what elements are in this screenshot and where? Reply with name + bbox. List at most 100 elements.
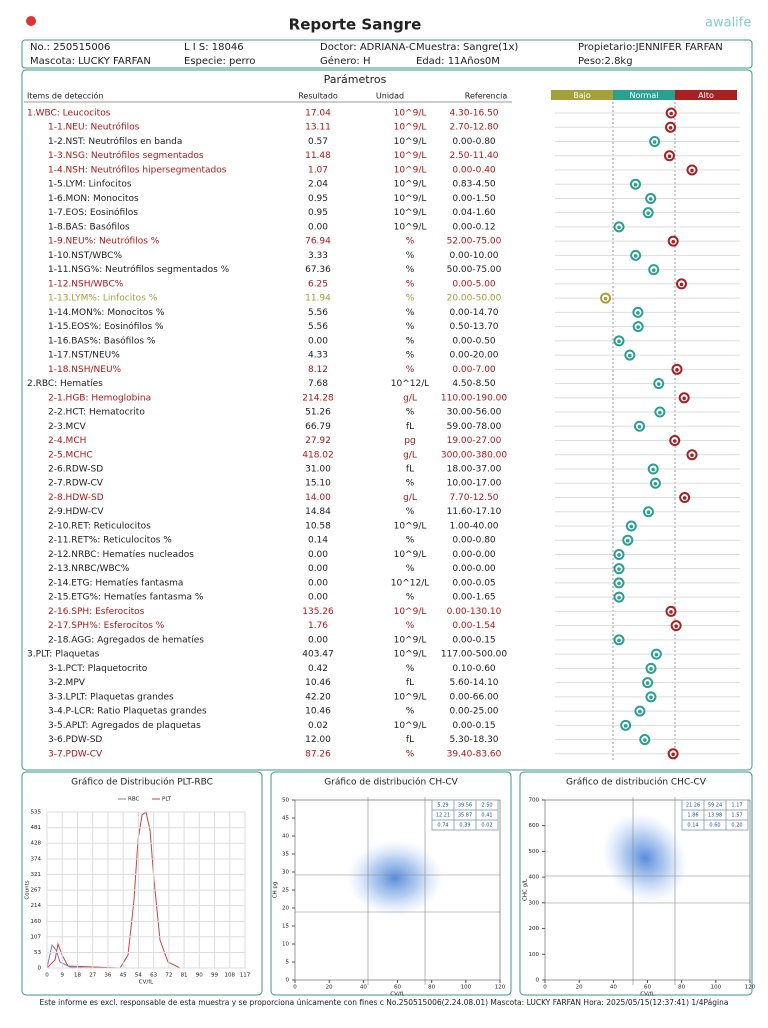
result-dot-core	[636, 325, 640, 329]
unit: 10^9/L	[394, 222, 427, 232]
y-tick-label: 321	[31, 872, 42, 878]
item-name: 2-17.SPH%: Esferocitos %	[48, 621, 165, 631]
result: 0.00	[308, 564, 328, 574]
reference: 0.00-130.10	[447, 607, 502, 617]
y-axis-label: CH pg	[273, 882, 279, 899]
item-name: 1-8.BAS: Basófilos	[48, 221, 130, 232]
info-field: Mascota: LUCKY FARFAN	[30, 56, 151, 67]
y-tick-label: 214	[31, 903, 42, 909]
result: 8.12	[308, 365, 328, 375]
stat-value: 1.57	[731, 813, 742, 819]
result-dot-core	[667, 154, 672, 159]
stat-value: 0.41	[481, 813, 492, 819]
y-tick-label: 40	[282, 834, 289, 840]
stat-value: 0.20	[731, 823, 742, 829]
result-dot-core	[603, 296, 608, 301]
logo-dot	[26, 16, 36, 26]
reference: 50.00-75.00	[447, 265, 502, 275]
reference: 0.00-66.00	[449, 692, 498, 702]
reference: 5.60-14.10	[449, 678, 498, 688]
result: 31.00	[305, 465, 331, 475]
reference: 0.00-0.80	[452, 536, 496, 546]
reference: 0.00-0.80	[452, 137, 496, 147]
result-dot-core	[636, 311, 640, 315]
result-dot-core	[658, 410, 662, 415]
unit: 10^9/L	[394, 123, 427, 133]
reference: 0.00-0.50	[452, 336, 496, 346]
logo: awalife	[705, 16, 751, 31]
reference: 19.00-27.00	[447, 436, 502, 446]
chart-box	[519, 771, 753, 996]
unit: g/L	[403, 493, 417, 503]
legend-label: PLT	[162, 797, 172, 803]
result-dot-core	[679, 282, 684, 287]
chart-title: Gráfico de distribución CH-CV	[324, 777, 458, 788]
stat-value: 59.24	[708, 803, 722, 809]
unit: %	[406, 507, 415, 517]
y-tick-label: 428	[31, 841, 42, 847]
unit: 10^9/L	[394, 208, 427, 218]
result: 10.46	[305, 678, 331, 688]
item-name: 2-7.RDW-CV	[48, 479, 104, 489]
result-dot-core	[646, 510, 651, 515]
item-name: 2-10.RET: Reticulocitos	[48, 521, 151, 531]
zone-bar	[613, 90, 675, 100]
stat-value: 21.26	[686, 803, 700, 809]
stat-cell	[475, 819, 499, 831]
item-name: 3.PLT: Plaquetas	[27, 650, 100, 660]
reference: 30.00-56.00	[447, 408, 502, 418]
column-header: Unidad	[376, 92, 404, 101]
info-field: Especie: perro	[184, 56, 255, 67]
item-name: 3-6.PDW-SD	[48, 735, 102, 745]
x-tick-label: 120	[495, 985, 506, 991]
x-tick-label: 0	[45, 973, 49, 979]
result: 11.48	[305, 151, 331, 161]
stat-value: 0.02	[481, 823, 492, 829]
reference: 0.10-0.60	[452, 664, 496, 674]
x-axis-label: CV/fL	[640, 992, 655, 998]
chart-box	[21, 771, 263, 996]
result-dot-core	[649, 695, 653, 700]
result: 5.56	[308, 308, 328, 318]
x-tick-label: 100	[711, 985, 722, 991]
y-tick-label: 481	[31, 825, 42, 831]
result: 403.47	[302, 650, 334, 660]
result-dot-core	[625, 538, 630, 543]
result: 10.58	[305, 521, 331, 531]
info-field: Propietario:JENNIFER FARFAN	[578, 42, 723, 53]
result: 17.04	[305, 109, 331, 119]
result: 3.33	[308, 251, 328, 261]
result-dot-core	[675, 368, 679, 372]
item-name: 3-4.P-LCR: Ratio Plaquetas grandes	[48, 707, 207, 717]
unit: 10^9/L	[394, 165, 427, 175]
result-dot-core	[623, 724, 628, 728]
result-dot-core	[617, 339, 621, 344]
result-dot-core	[645, 681, 650, 685]
reference: 2.70-12.80	[449, 123, 498, 133]
result-dot-core	[617, 595, 621, 600]
y-tick-label: 10	[282, 942, 289, 948]
result-dot-core	[651, 467, 656, 472]
item-name: 1-5.LYM: Linfocitos	[48, 180, 132, 190]
y-tick-label: 20	[282, 906, 289, 912]
reference: 10.00-17.00	[447, 479, 502, 489]
reference: 59.00-78.00	[447, 422, 502, 432]
y-tick-label: 45	[282, 816, 289, 822]
result: 214.28	[302, 393, 334, 403]
item-name: 1-7.EOS: Eosinófilos	[48, 207, 138, 218]
result-dot-core	[669, 111, 674, 116]
item-name: 1-2.NST: Neutrófilos en banda	[48, 136, 182, 147]
x-tick-label: 60	[394, 985, 401, 991]
x-tick-label: 100	[461, 985, 472, 991]
result: 42.20	[305, 692, 331, 702]
unit: 10^9/L	[394, 692, 427, 702]
chart-title: Gráfico de distribución CHC-CV	[566, 777, 707, 788]
unit: 10^9/L	[394, 151, 427, 161]
item-name: 3-5.APLT: Agregados de plaquetas	[48, 721, 201, 731]
y-tick-label: 15	[282, 924, 289, 930]
reference: 20.00-50.00	[447, 294, 502, 304]
result: 0.00	[308, 593, 328, 603]
unit: %	[406, 479, 415, 489]
unit: 10^9/L	[394, 650, 427, 660]
